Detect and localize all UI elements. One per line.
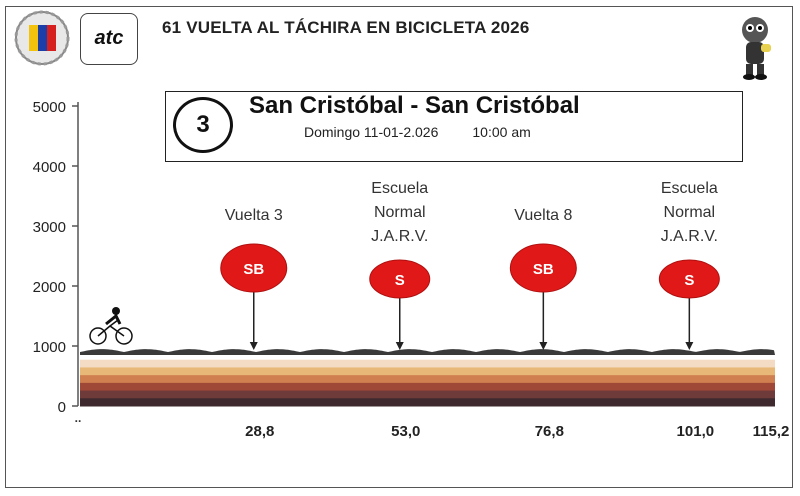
marker-location-label: Vuelta 3 [225,207,283,224]
marker-location-label: Normal [374,204,426,221]
marker-location-label: J.A.R.V. [661,228,718,245]
y-tick-label: 4000 [33,159,66,176]
marker-location-label: Normal [664,204,716,221]
profile-ridge [80,349,775,355]
profile-band [80,367,775,376]
profile-band [80,359,775,368]
atc-logo: atc [80,13,138,65]
profile-band [80,390,775,399]
mascot-icon [742,17,771,80]
x-tick-label: 28,8 [245,423,274,440]
marker-arrowhead [249,342,258,350]
marker-location-label: J.A.R.V. [371,228,428,245]
marker-type-label: S [395,272,405,289]
marker-type-label: SB [243,261,264,278]
marker-arrowhead [395,342,404,350]
federation-shield-logo [14,10,70,66]
figure-frame [5,6,793,488]
y-tick-label: 2000 [33,279,66,296]
y-tick-label: 3000 [33,219,66,236]
atc-logo-text: atc [94,27,124,49]
marker-arrowhead [685,342,694,350]
x-tick-label: 101,0 [677,423,715,440]
x-tick-label: 53,0 [391,423,420,440]
marker-circle [220,243,288,293]
marker-type-label: SB [533,261,554,278]
stage-route: San Cristóbal - San Cristóbal [249,92,580,119]
marker-circle [369,259,431,299]
y-tick-label: 1000 [33,339,66,356]
marker-location-label: Escuela [371,180,428,197]
profile-band [80,398,775,407]
cyclist-icon [89,307,133,345]
x-tick-label: 76,8 [535,423,564,440]
stage-info-box [165,91,743,162]
marker-location-label: Vuelta 8 [514,207,572,224]
profile-band [80,382,775,392]
stage-time: 10:00 am [472,124,531,140]
marker-type-label: S [684,272,694,289]
y-tick-label: 0 [58,399,66,416]
stage-datetime: Domingo 11-01-2.026 10:00 am [304,124,531,140]
y-tick-label: 5000 [33,99,66,116]
stage-date: Domingo 11-01-2.026 [304,124,439,140]
x-tick-label: 115,2 [753,423,790,440]
chart-title: 61 VUELTA AL TÁCHIRA EN BICICLETA 2026 [162,18,530,37]
marker-circle [658,259,720,299]
marker-arrowhead [539,342,548,350]
stage-number-badge: 3 [173,97,233,153]
profile-band [80,375,775,384]
marker-circle [509,243,577,293]
marker-location-label: Escuela [661,180,718,197]
profile-band [80,352,775,361]
x-start-label: .. [75,411,82,425]
